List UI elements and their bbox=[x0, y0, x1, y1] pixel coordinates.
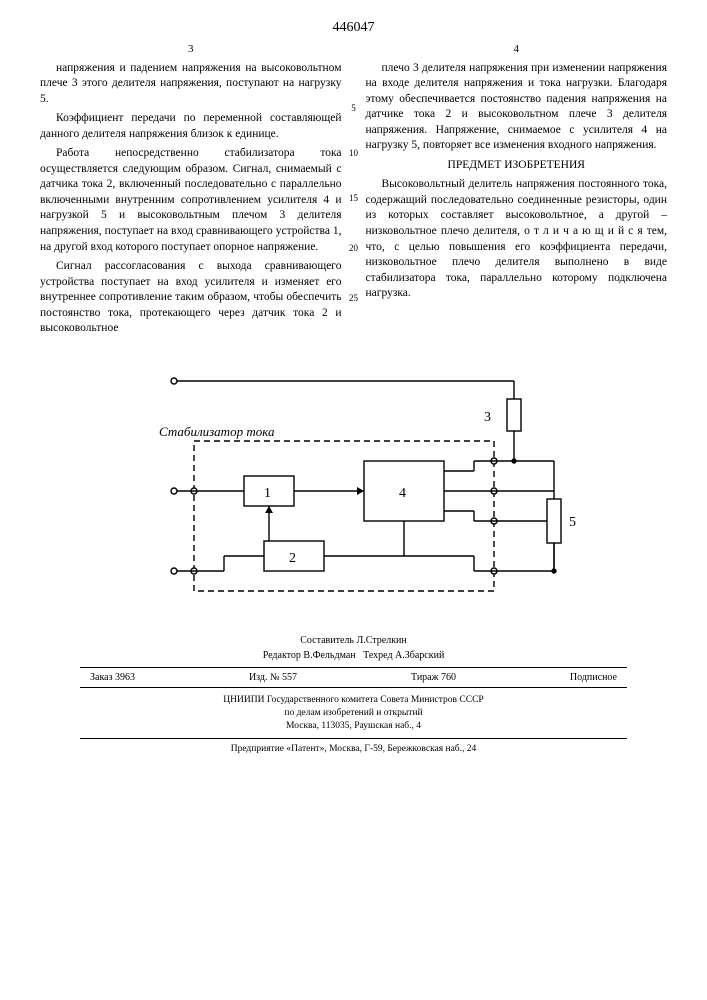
order-no: Заказ 3963 bbox=[90, 672, 135, 683]
doc-number: 446047 bbox=[40, 20, 667, 36]
col-number-3: 3 bbox=[40, 42, 342, 57]
subscription: Подписное bbox=[570, 672, 617, 683]
compiler: Составитель Л.Стрелкин bbox=[40, 633, 667, 648]
diagram-svg: 3 Стабилизатор тока 1 bbox=[104, 361, 604, 621]
block-1-label: 1 bbox=[264, 486, 271, 501]
footer-line: Москва, 113035, Раушская наб., 4 bbox=[40, 720, 667, 733]
resistor-5-label: 5 bbox=[569, 515, 576, 530]
claim-text: Высоковольтный делитель напряжения посто… bbox=[366, 177, 668, 301]
edition-no: Изд. № 557 bbox=[249, 672, 297, 683]
divider bbox=[80, 667, 627, 668]
paragraph: плечо 3 делителя напряжения при изменени… bbox=[366, 61, 668, 154]
footer-line: Предприятие «Патент», Москва, Г-59, Бере… bbox=[40, 743, 667, 756]
page: 446047 5 10 15 20 25 3 напряжения и паде… bbox=[0, 0, 707, 776]
line-number: 5 bbox=[346, 102, 362, 114]
paragraph: Сигнал рассогласования с выхода сравнива… bbox=[40, 259, 342, 337]
footer-line: по делам изобретений и открытий bbox=[40, 707, 667, 720]
col-number-4: 4 bbox=[366, 42, 668, 57]
tirazh: Тираж 760 bbox=[411, 672, 456, 683]
meta-row: Заказ 3963 Изд. № 557 Тираж 760 Подписно… bbox=[40, 672, 667, 683]
footer: ЦНИИПИ Государственного комитета Совета … bbox=[40, 694, 667, 756]
columns: 5 10 15 20 25 3 напряжения и падением на… bbox=[40, 42, 667, 341]
editor-techred: Редактор В.Фельдман Техред А.Збарский bbox=[40, 648, 667, 663]
circuit-diagram: 3 Стабилизатор тока 1 bbox=[104, 361, 604, 621]
paragraph: Коэффициент передачи по переменной соста… bbox=[40, 111, 342, 142]
line-number: 20 bbox=[346, 242, 362, 254]
footer-line: ЦНИИПИ Государственного комитета Совета … bbox=[40, 694, 667, 707]
line-number: 25 bbox=[346, 292, 362, 304]
column-right: 4 плечо 3 делителя напряжения при измене… bbox=[366, 42, 668, 341]
divider bbox=[80, 687, 627, 688]
paragraph: напряжения и падением напряжения на высо… bbox=[40, 61, 342, 108]
line-number: 10 bbox=[346, 147, 362, 159]
divider bbox=[80, 738, 627, 739]
block-2-label: 2 bbox=[289, 551, 296, 566]
column-left: 3 напряжения и падением напряжения на вы… bbox=[40, 42, 342, 341]
line-number: 15 bbox=[346, 192, 362, 204]
resistor-3-label: 3 bbox=[484, 410, 491, 425]
stabilizer-label: Стабилизатор тока bbox=[159, 424, 275, 439]
section-title: ПРЕДМЕТ ИЗОБРЕТЕНИЯ bbox=[366, 158, 668, 174]
block-4-label: 4 bbox=[399, 486, 406, 501]
paragraph: Работа непосредственно стабилизатора ток… bbox=[40, 146, 342, 255]
credits: Составитель Л.Стрелкин Редактор В.Фельдм… bbox=[40, 633, 667, 663]
